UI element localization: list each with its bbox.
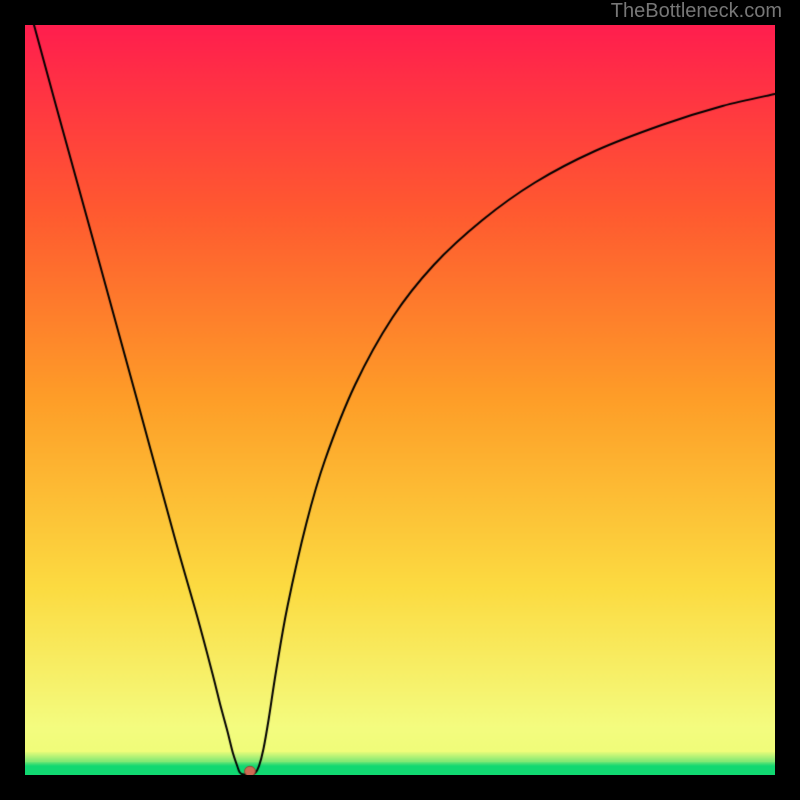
plot-canvas (25, 25, 775, 775)
watermark-text: TheBottleneck.com (611, 0, 782, 23)
plot-area (25, 25, 775, 775)
chart-frame: TheBottleneck.com (0, 0, 800, 800)
